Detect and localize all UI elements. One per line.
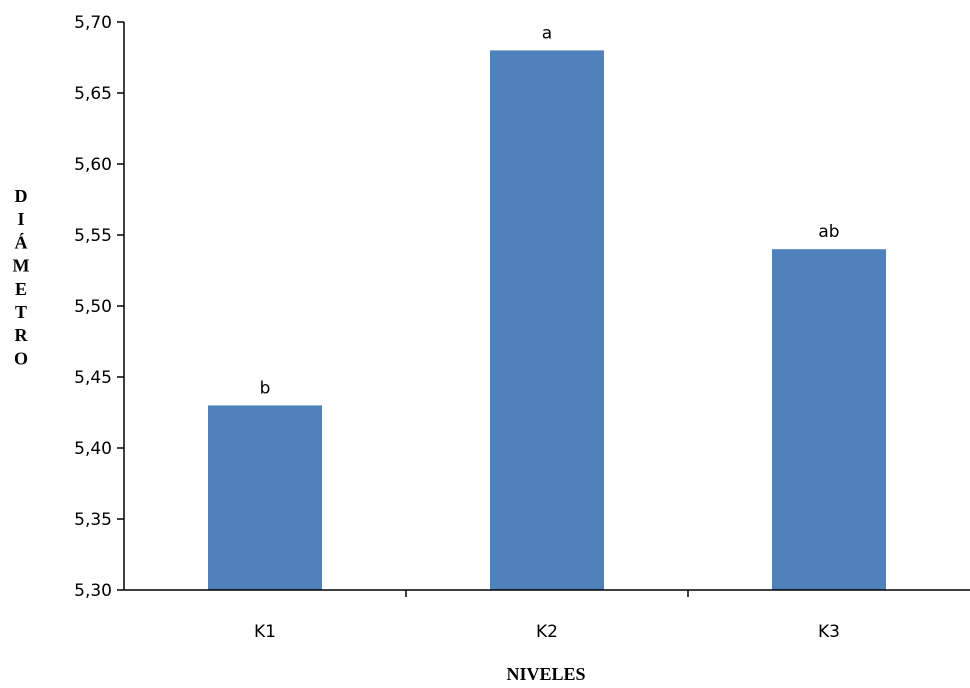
y-axis-title-letter: Á xyxy=(15,231,28,252)
y-tick-label: 5,40 xyxy=(74,439,112,459)
data-label-k3: ab xyxy=(818,222,839,242)
x-tick-label: K2 xyxy=(536,622,558,642)
y-axis-title-letter: O xyxy=(14,348,28,368)
bars xyxy=(208,50,886,590)
x-tick-label: K1 xyxy=(254,622,276,642)
bar-k1 xyxy=(208,405,322,590)
y-tick-label: 5,45 xyxy=(74,368,112,388)
bar-k2 xyxy=(490,50,604,590)
y-tick-label: 5,50 xyxy=(74,297,112,317)
y-axis-title-letter: I xyxy=(17,209,24,229)
y-tick-label: 5,65 xyxy=(74,84,112,104)
y-tick-label: 5,70 xyxy=(74,13,112,33)
y-tick-label: 5,35 xyxy=(74,510,112,530)
x-tick-label: K3 xyxy=(818,622,840,642)
y-axis-title-letter: D xyxy=(15,186,28,206)
y-axis-title-letter: R xyxy=(15,325,29,345)
bar-k3 xyxy=(772,249,886,590)
y-tick-label: 5,30 xyxy=(74,581,112,601)
y-tick-label: 5,55 xyxy=(74,226,112,246)
y-axis-title-letter: T xyxy=(15,302,27,322)
data-labels: b a ab xyxy=(260,23,840,398)
data-label-k1: b xyxy=(260,378,271,398)
y-tick-label: 5,60 xyxy=(74,155,112,175)
y-axis-title-letter: E xyxy=(15,279,27,299)
y-axis-title-letter: M xyxy=(13,256,30,276)
y-axis-ticks: 5,30 5,35 5,40 5,45 5,50 5,55 5,60 5,65 5,70 xyxy=(74,13,124,601)
x-axis-title: NIVELES xyxy=(506,664,585,684)
data-label-k2: a xyxy=(542,23,552,43)
x-axis-ticks: K1 K2 K3 xyxy=(254,590,840,642)
